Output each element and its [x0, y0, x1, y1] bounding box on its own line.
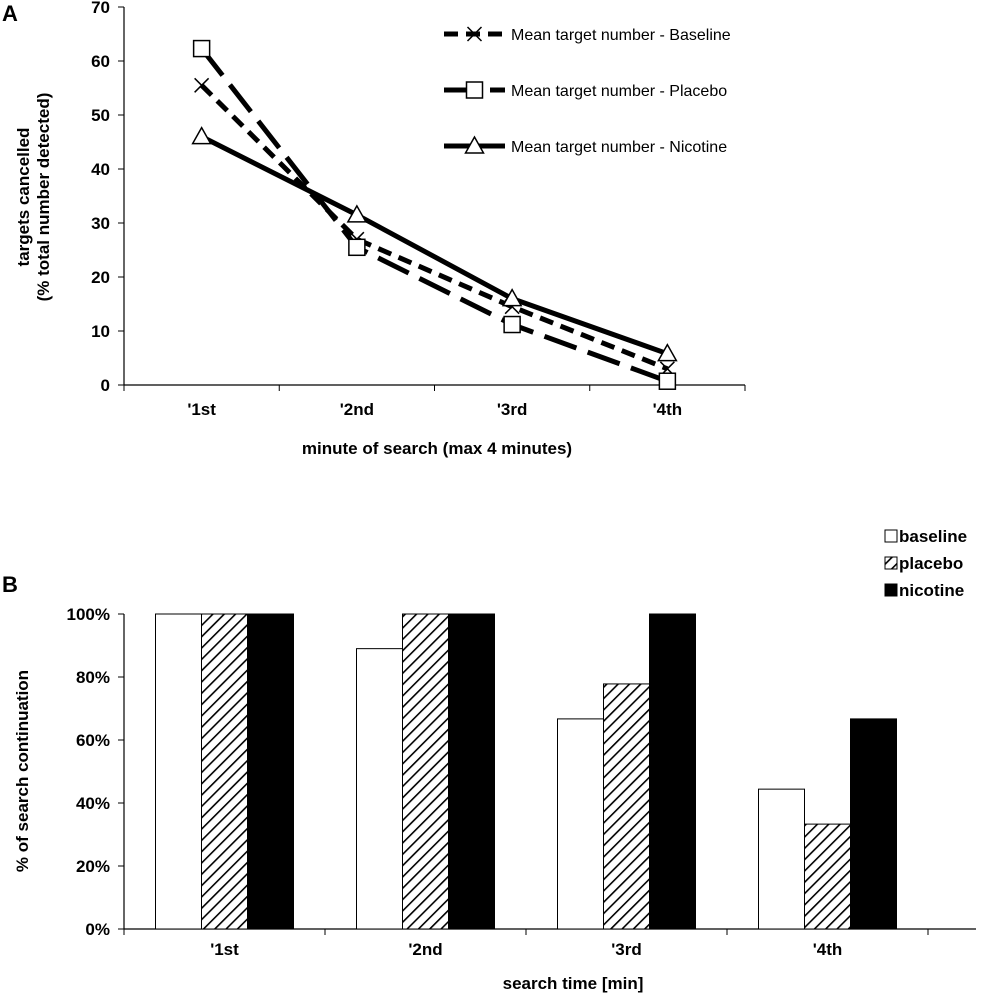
bar-group: [557, 613, 696, 930]
panel-b-bars: [155, 613, 897, 930]
legend-item: baseline: [884, 527, 967, 546]
panel-b-x-tick-label: '1st: [210, 940, 239, 959]
panel-a-y-axis-title: targets cancelled (% total number detect…: [14, 93, 53, 302]
bar-baseline: [356, 648, 403, 930]
x-marker-stroke: [466, 26, 483, 42]
panel-a-x-axis-title: minute of search (max 4 minutes): [302, 439, 572, 458]
panel-a-x-tick-label: '1st: [187, 400, 216, 419]
legend-item: Mean target number - Placebo: [444, 81, 727, 100]
panel-a-y-tick-label: 10: [91, 322, 110, 341]
panel-b-y-ticks: 0% 20% 40% 60% 80% 100%: [67, 605, 124, 939]
data-point-square: [348, 238, 366, 257]
legend-label: nicotine: [899, 581, 964, 600]
legend-marker-square: [465, 81, 484, 99]
panel-a-y-tick-label: 50: [91, 106, 110, 125]
bar-placebo: [201, 613, 248, 930]
bar-group: [356, 613, 495, 930]
panel-b-y-tick-label: 80%: [76, 668, 110, 687]
data-point-triangle: [657, 343, 678, 362]
panel-a-y-tick-label: 40: [91, 160, 110, 179]
legend-marker-x: [466, 26, 483, 42]
panel-a-x-tick-label: '4th: [653, 400, 683, 419]
legend-item: placebo: [884, 554, 963, 573]
bar-nicotine: [850, 718, 897, 930]
panel-b-bar-chart: B 0% 20% 40% 60% 80% 100% '1st '2nd '3rd '4th % …: [2, 527, 976, 993]
panel-a-ylabel-line2: (% total number detected): [34, 93, 53, 302]
series-mean-target-number-nicotine: [191, 126, 678, 362]
bar-group: [758, 718, 897, 930]
panel-b-y-tick-label: 20%: [76, 857, 110, 876]
panel-a-legend: Mean target number - Baseline Mean target…: [444, 26, 731, 156]
bar-nicotine: [448, 613, 495, 930]
panel-a-y-ticks: 0 10 20 30 40 50 60 70: [91, 0, 124, 395]
legend-swatch-nicotine: [884, 583, 898, 597]
data-point-triangle: [501, 288, 523, 307]
series-line: [200, 134, 669, 357]
bar-group: [155, 613, 294, 930]
x-marker-stroke: [194, 77, 210, 93]
legend-label: Mean target number - Placebo: [511, 83, 727, 100]
panel-a-y-tick-label: 20: [91, 268, 110, 287]
panel-b-y-axis-title: % of search continuation: [13, 670, 32, 872]
panel-b-y-tick-label: 60%: [76, 731, 110, 750]
panel-b-x-tick-label: '2nd: [408, 940, 442, 959]
panel-a-ylabel-line1: targets cancelled: [14, 128, 33, 267]
panel-b-x-axis-title: search time [min]: [503, 974, 644, 993]
legend-label: baseline: [899, 527, 967, 546]
legend-item: Mean target number - Baseline: [444, 26, 731, 44]
bar-nicotine: [247, 613, 294, 930]
data-point-triangle: [191, 126, 212, 145]
legend-swatch-baseline: [884, 529, 898, 543]
legend-item: nicotine: [884, 581, 964, 600]
panel-b-y-tick-label: 100%: [67, 605, 110, 624]
data-point-x: [194, 77, 210, 93]
panel-a-series: [191, 39, 678, 390]
panel-a-x-tick-label: '2nd: [340, 400, 374, 419]
bar-nicotine: [649, 613, 696, 930]
data-point-square: [192, 39, 211, 58]
bar-placebo: [402, 613, 449, 930]
panel-a-x-ticks: '1st '2nd '3rd '4th: [123, 385, 746, 419]
data-point-square: [503, 315, 521, 334]
series-line: [199, 83, 669, 372]
panel-b-y-tick-label: 40%: [76, 794, 110, 813]
panel-a-y-tick-label: 70: [91, 0, 110, 17]
legend-item: Mean target number - Nicotine: [444, 135, 727, 156]
bar-baseline: [557, 718, 604, 930]
panel-a-axes: [123, 7, 745, 386]
bar-baseline: [155, 613, 202, 930]
panel-b-x-ticks: '1st '2nd '3rd '4th: [123, 929, 929, 959]
data-point-triangle: [346, 204, 368, 223]
panel-a-letter: A: [2, 1, 18, 26]
panel-b-x-tick-label: '4th: [813, 940, 843, 959]
bar-baseline: [758, 788, 805, 930]
data-point-square: [658, 372, 677, 390]
panel-b-y-tick-label: 0%: [85, 920, 110, 939]
legend-label: placebo: [899, 554, 963, 573]
panel-a-y-tick-label: 60: [91, 52, 110, 71]
panel-a-y-tick-label: 0: [101, 376, 110, 395]
panel-b-letter: B: [2, 572, 18, 597]
panel-a-x-tick-label: '3rd: [497, 400, 528, 419]
legend-marker-triangle: [464, 135, 485, 154]
legend-label: Mean target number - Nicotine: [511, 139, 727, 156]
panel-a-y-tick-label: 30: [91, 214, 110, 233]
legend-swatch-placebo: [884, 556, 898, 570]
bar-placebo: [804, 823, 851, 930]
panel-b-legend: baseline placebo nicotine: [884, 527, 967, 600]
legend-label: Mean target number - Baseline: [511, 27, 731, 44]
bar-placebo: [603, 683, 650, 930]
panel-b-x-tick-label: '3rd: [611, 940, 642, 959]
series-mean-target-number-placebo: [192, 39, 677, 390]
series-line: [199, 47, 669, 384]
panel-a-line-chart: A 0 10 20 30 40 50 60 70 '1st '2nd '3rd '4th targe…: [2, 0, 746, 458]
